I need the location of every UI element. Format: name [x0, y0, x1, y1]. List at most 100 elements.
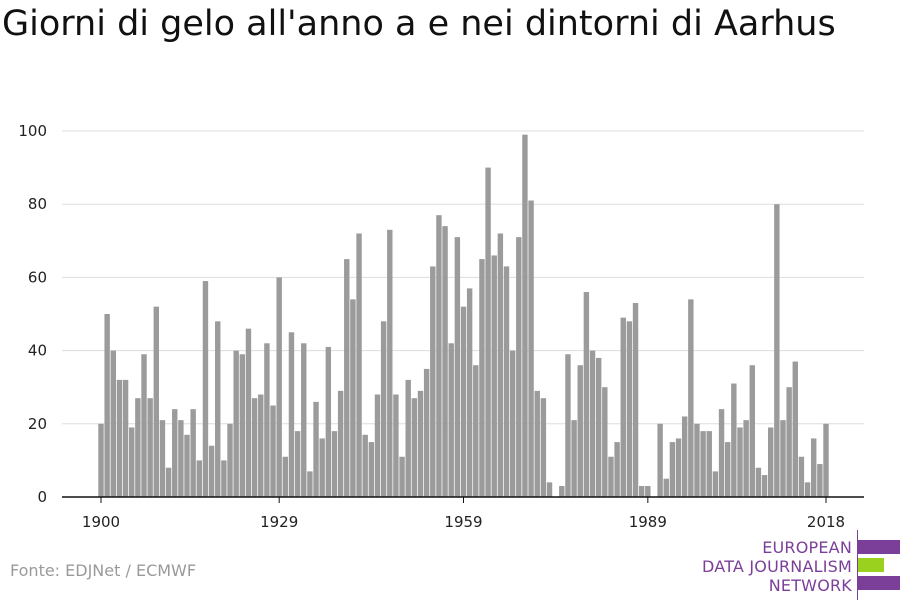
bar-1954 — [430, 266, 436, 497]
bar-1918 — [208, 445, 215, 497]
bar-1919 — [215, 321, 221, 497]
bars — [98, 134, 829, 498]
x-axis-ticks: 1900 1929 1959 1989 2018 — [82, 497, 845, 531]
bar-2006 — [749, 365, 755, 497]
y-tick-label: 100 — [18, 122, 47, 140]
bar-1968 — [516, 237, 522, 497]
bar-1935 — [313, 401, 319, 497]
bar-1903 — [116, 379, 123, 497]
bar-1978 — [577, 365, 583, 497]
bar-2018 — [823, 423, 829, 497]
bar-1957 — [448, 343, 454, 497]
bar-1955 — [436, 215, 442, 497]
bar-1994 — [675, 438, 682, 497]
bar-1953 — [423, 368, 430, 497]
bar-1915 — [190, 409, 196, 497]
bar-1938 — [331, 431, 338, 497]
bar-1925 — [251, 398, 258, 497]
bar-1980 — [589, 350, 596, 497]
bar-1942 — [356, 233, 362, 498]
bar-1911 — [165, 467, 172, 497]
bar-2012 — [786, 387, 792, 497]
bar-1944 — [368, 442, 375, 497]
bar-2011 — [780, 420, 786, 497]
bar-1960 — [466, 288, 473, 497]
bar-1912 — [172, 409, 178, 497]
logo-divider — [857, 530, 858, 600]
logo-bar-green — [858, 558, 884, 572]
bar-1929 — [276, 277, 282, 497]
bar-1961 — [473, 365, 479, 497]
bar-1972 — [540, 398, 547, 497]
bar-1964 — [491, 255, 497, 497]
bar-2003 — [731, 383, 737, 497]
bar-1901 — [104, 314, 110, 497]
logo-line-3: NETWORK — [768, 576, 852, 595]
bar-1940 — [344, 259, 350, 497]
bar-1931 — [288, 332, 295, 497]
bar-1963 — [485, 167, 491, 497]
y-tick-label: 0 — [37, 488, 47, 506]
bar-1947 — [387, 229, 393, 497]
bar-1941 — [350, 299, 356, 497]
bar-2015 — [804, 482, 811, 497]
bar-1906 — [135, 398, 141, 497]
source-note: Fonte: EDJNet / ECMWF — [10, 561, 197, 580]
bar-1973 — [546, 482, 553, 497]
bar-1932 — [294, 431, 301, 497]
bar-1945 — [374, 394, 381, 497]
bar-1930 — [282, 456, 289, 497]
bar-2010 — [774, 204, 780, 497]
bar-1998 — [700, 431, 706, 497]
bar-1949 — [399, 456, 405, 497]
bar-1977 — [571, 420, 577, 497]
bar-1967 — [509, 350, 516, 497]
bar-1997 — [694, 423, 700, 497]
x-tick-label: 1959 — [444, 513, 482, 531]
bar-1996 — [688, 299, 694, 497]
bar-1923 — [239, 354, 246, 497]
bar-1982 — [602, 387, 608, 497]
bar-1965 — [497, 233, 504, 498]
x-tick-label: 1989 — [629, 513, 667, 531]
x-tick-label: 1900 — [82, 513, 120, 531]
bar-1914 — [184, 434, 190, 497]
bar-2008 — [761, 475, 768, 497]
bar-1910 — [159, 420, 166, 497]
bar-1988 — [638, 486, 645, 497]
bar-1993 — [669, 442, 676, 497]
bar-1970 — [528, 200, 534, 498]
bar-1924 — [245, 328, 252, 497]
bar-2016 — [811, 438, 817, 497]
logo-text: EUROPEAN DATA JOURNALISM NETWORK — [702, 538, 852, 595]
bar-1948 — [393, 394, 399, 497]
bar-1908 — [147, 398, 153, 497]
y-axis-ticks: 0 20 40 60 80 100 — [18, 122, 47, 506]
chart-title: Giorni di gelo all'anno a e nei dintorni… — [2, 4, 836, 44]
bar-1989 — [645, 486, 651, 497]
bar-1991 — [657, 423, 663, 497]
logo-bar-purple-top — [858, 540, 900, 554]
bar-1920 — [221, 460, 227, 497]
bar-2005 — [743, 420, 749, 497]
bar-1983 — [608, 456, 614, 497]
y-tick-label: 80 — [28, 195, 47, 213]
bar-1985 — [620, 317, 626, 497]
bar-2007 — [755, 467, 762, 497]
bar-1933 — [301, 343, 307, 497]
bar-1966 — [503, 266, 510, 497]
y-tick-label: 60 — [28, 268, 47, 286]
bar-1926 — [258, 394, 264, 497]
bar-2002 — [724, 442, 731, 497]
bar-1950 — [405, 379, 411, 497]
bar-1921 — [227, 423, 233, 497]
bar-1952 — [417, 390, 424, 497]
bar-1999 — [706, 431, 712, 497]
bar-1936 — [319, 438, 325, 497]
bar-1981 — [595, 357, 602, 497]
x-tick-label: 2018 — [807, 513, 845, 531]
bar-1939 — [337, 390, 344, 497]
bar-2014 — [798, 456, 805, 497]
bar-2009 — [768, 427, 774, 497]
